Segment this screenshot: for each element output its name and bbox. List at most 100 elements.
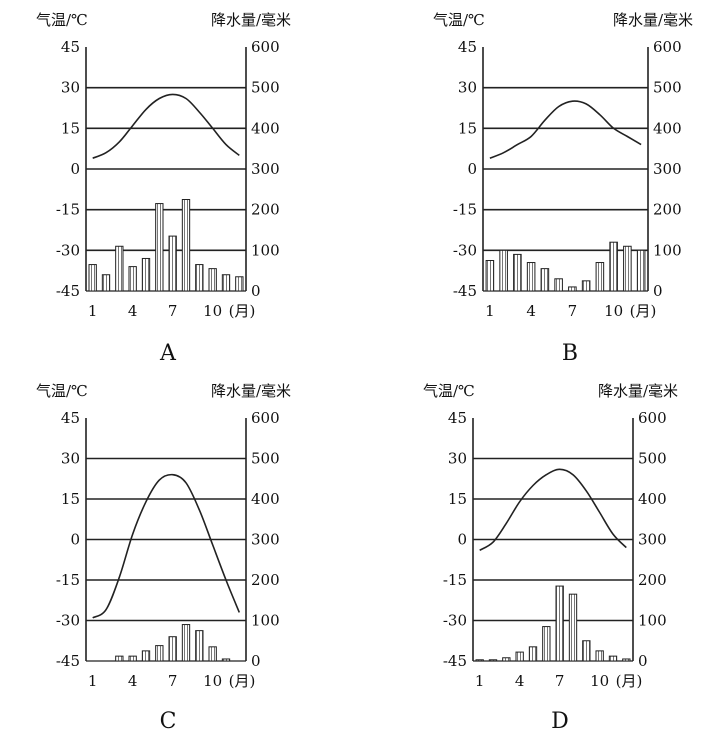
right-axis-title: 降水量/毫米 (613, 11, 693, 29)
right-tick-label: 200 (251, 571, 280, 589)
x-tick-label: 1 (475, 672, 485, 690)
precipitation-bar (526, 262, 536, 292)
left-tick-label: 30 (448, 450, 467, 468)
right-tick-label: 500 (653, 79, 682, 97)
precipitation-bar (155, 645, 164, 662)
climate-chart-a: 45 600 30 500 15 400 0 300 -15 200 -30 100 -45 0 气温/℃ 降… (36, 11, 291, 366)
right-tick-label: 300 (653, 160, 682, 178)
left-tick-label: -45 (56, 652, 80, 670)
precipitation-bar (195, 630, 204, 662)
precipitation-bar (141, 650, 151, 662)
precipitation-bar (155, 203, 164, 292)
precipitation-bar (595, 650, 604, 662)
precipitation-bar (208, 268, 217, 292)
left-tick-label: -15 (453, 201, 477, 219)
left-tick-label: -45 (453, 282, 477, 300)
left-tick-label: 15 (61, 490, 80, 508)
right-tick-label: 400 (251, 119, 280, 137)
right-tick-label: 200 (251, 201, 280, 219)
right-axis-title: 降水量/毫米 (211, 382, 291, 400)
precipitation-bar (235, 276, 244, 292)
precipitation-bar (623, 245, 632, 292)
x-tick-label: 4 (526, 302, 536, 320)
precipitation-bar (168, 636, 177, 662)
precipitation-bar (115, 245, 124, 292)
x-tick-label: 10 (203, 672, 222, 690)
precipitation-bar (208, 646, 217, 662)
right-tick-label: 500 (251, 450, 280, 468)
x-tick-label: 10 (604, 302, 623, 320)
precipitation-bar (555, 585, 564, 662)
right-tick-label: 0 (638, 652, 648, 670)
climate-chart-c: 45 600 30 500 15 400 0 300 -15 200 -30 100 -45 0 气温/℃ 降… (36, 382, 291, 734)
right-tick-label: 400 (638, 490, 667, 508)
climate-chart-b: 45 600 30 500 15 400 0 300 -15 200 -30 100 -45 0 气温/℃ 降… (433, 11, 693, 366)
panel-label: B (562, 341, 578, 366)
precipitation-bar (582, 640, 591, 662)
precipitation-bar (141, 257, 151, 292)
left-tick-label: 15 (458, 119, 477, 137)
right-tick-label: 0 (653, 282, 663, 300)
right-tick-label: 500 (251, 79, 280, 97)
left-tick-label: -30 (56, 612, 80, 630)
right-tick-label: 0 (251, 652, 261, 670)
right-tick-label: 300 (251, 531, 280, 549)
precipitation-bar (221, 274, 231, 292)
x-axis-unit: (月) (616, 672, 643, 690)
right-tick-label: 300 (638, 531, 667, 549)
precipitation-bar (636, 249, 646, 292)
precipitation-bar (568, 593, 578, 662)
left-tick-label: 30 (458, 79, 477, 97)
precipitation-bar (475, 659, 484, 662)
precipitation-bar (488, 659, 498, 662)
left-tick-label: 0 (457, 531, 467, 549)
x-tick-label: 1 (88, 302, 98, 320)
left-axis-title: 气温/℃ (433, 11, 485, 29)
x-tick-label: 10 (590, 672, 609, 690)
left-tick-label: -45 (56, 282, 80, 300)
precipitation-bar (528, 646, 538, 662)
precipitation-bar (568, 286, 577, 292)
temperature-line (92, 93, 240, 159)
left-tick-label: 45 (61, 38, 80, 56)
x-tick-label: 1 (88, 672, 98, 690)
left-axis-title: 气温/℃ (36, 382, 88, 400)
right-tick-label: 400 (653, 119, 682, 137)
left-tick-label: 30 (61, 79, 80, 97)
x-tick-label: 4 (128, 302, 138, 320)
precipitation-bar (513, 253, 522, 292)
x-tick-label: 10 (203, 302, 222, 320)
left-tick-label: -30 (443, 612, 467, 630)
right-tick-label: 100 (638, 612, 667, 630)
panel-label: A (159, 341, 177, 366)
x-tick-label: 7 (168, 672, 178, 690)
left-tick-label: 0 (70, 531, 80, 549)
x-tick-label: 7 (168, 302, 178, 320)
precipitation-bar (608, 655, 618, 662)
precipitation-bar (195, 264, 204, 292)
precipitation-bar (515, 651, 524, 662)
precipitation-bar (128, 266, 137, 292)
left-tick-label: 30 (61, 450, 80, 468)
precipitation-bar (499, 249, 508, 292)
right-axis-title: 降水量/毫米 (211, 11, 291, 29)
left-tick-label: 45 (448, 409, 467, 427)
x-tick-label: 1 (485, 302, 495, 320)
precipitation-bar (128, 655, 137, 662)
right-tick-label: 100 (653, 241, 682, 259)
left-axis-title: 气温/℃ (36, 11, 88, 29)
precipitation-bar (542, 626, 551, 662)
x-axis-unit: (月) (229, 672, 256, 690)
left-tick-label: -15 (443, 571, 467, 589)
left-tick-label: 0 (467, 160, 477, 178)
precipitation-bar (101, 274, 111, 292)
right-tick-label: 600 (653, 38, 682, 56)
climate-chart-d: 45 600 30 500 15 400 0 300 -15 200 -30 100 -45 0 气温/℃ 降… (423, 382, 678, 734)
precipitation-bar (168, 235, 177, 292)
precipitation-bar (502, 657, 511, 662)
x-tick-label: 7 (568, 302, 578, 320)
left-tick-label: -45 (443, 652, 467, 670)
left-tick-label: -30 (56, 241, 80, 259)
left-tick-label: -15 (56, 571, 80, 589)
